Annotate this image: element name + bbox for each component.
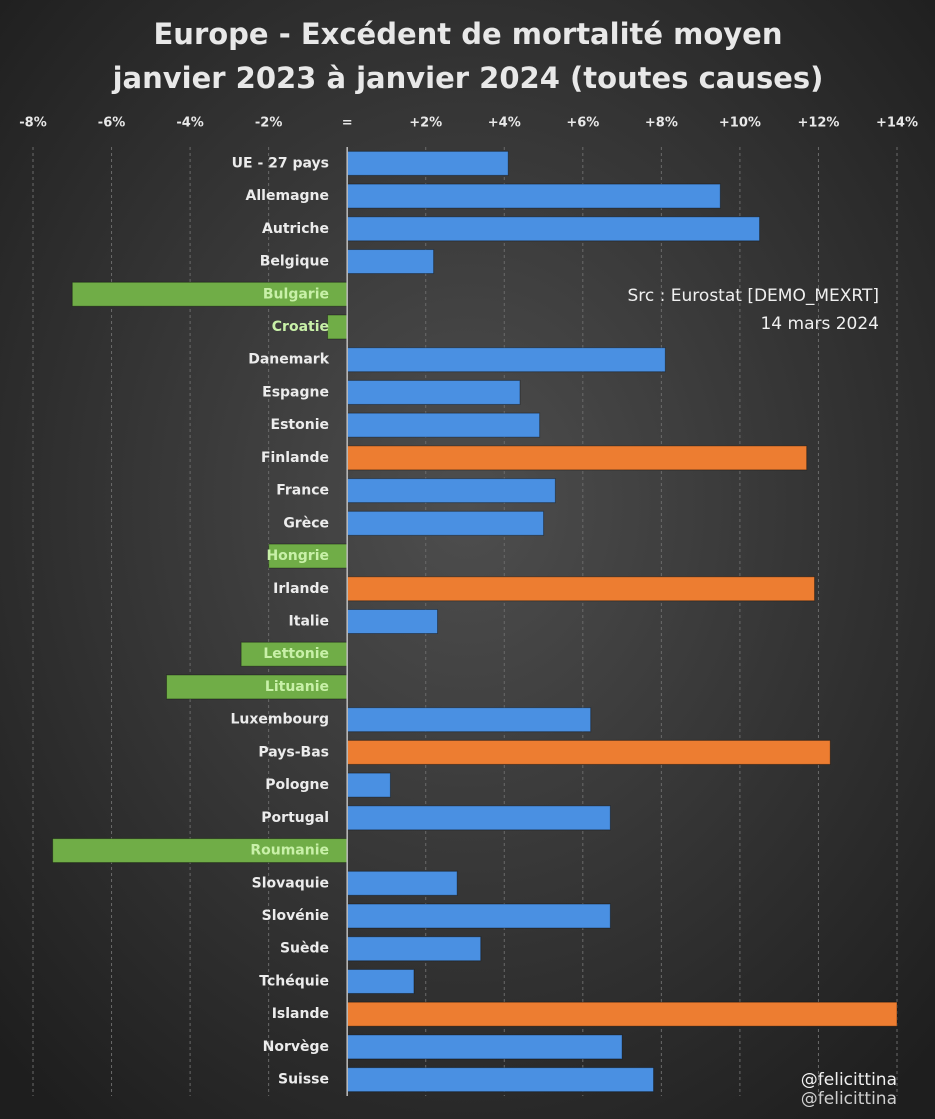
bar xyxy=(327,314,348,340)
bar xyxy=(346,150,509,176)
y-tick-label: Croatie xyxy=(272,319,329,335)
y-tick-label: Lituanie xyxy=(265,679,329,695)
bar xyxy=(346,805,611,831)
bar xyxy=(268,543,348,569)
x-tick-label: +14% xyxy=(876,116,918,131)
bar xyxy=(346,576,816,602)
bar xyxy=(346,1067,655,1093)
x-tick-label: -6% xyxy=(98,116,125,131)
y-tick-label: Hongrie xyxy=(266,548,329,564)
x-tick-label: +8% xyxy=(645,116,678,131)
y-tick-label: Estonie xyxy=(271,417,329,433)
bar xyxy=(71,281,348,307)
chart-subtitle: janvier 2023 à janvier 2024 (toutes caus… xyxy=(112,61,824,95)
y-tick-label: Italie xyxy=(289,614,329,630)
y-tick-label: Allemagne xyxy=(246,188,329,204)
bar xyxy=(346,1001,898,1027)
y-tick-label: Slovaquie xyxy=(252,875,329,891)
bar xyxy=(346,772,391,798)
y-tick-label: UE - 27 pays xyxy=(232,155,329,171)
y-tick-label: Danemark xyxy=(248,352,329,368)
bar xyxy=(52,838,348,864)
y-tick-label: Finlande xyxy=(261,450,329,466)
chart-title: Europe - Excédent de mortalité moyen xyxy=(153,17,782,51)
y-tick-label: Tchéquie xyxy=(259,973,329,989)
y-tick-label: Pologne xyxy=(265,777,329,793)
bar xyxy=(346,609,439,634)
y-tick-label: Slovénie xyxy=(262,908,329,924)
x-tick-label: -8% xyxy=(19,116,46,131)
bar xyxy=(166,674,348,700)
bar xyxy=(346,707,592,733)
y-tick-label: Portugal xyxy=(261,810,329,826)
x-tick-label: -4% xyxy=(176,116,203,131)
bar xyxy=(346,379,521,405)
annotation: 14 mars 2024 xyxy=(760,314,879,334)
y-tick-label: Lettonie xyxy=(263,646,329,662)
x-tick-label: = xyxy=(342,116,353,131)
y-tick-label: Belgique xyxy=(260,254,329,270)
y-tick-label: Luxembourg xyxy=(230,712,329,728)
x-tick-label: -2% xyxy=(255,116,282,131)
y-tick-label: Roumanie xyxy=(250,843,329,859)
bar xyxy=(346,936,482,962)
bar xyxy=(346,216,761,242)
bar xyxy=(346,478,556,504)
x-tick-label: +2% xyxy=(409,116,442,131)
y-tick-label: Irlande xyxy=(273,581,329,597)
x-tick-label: +12% xyxy=(797,116,839,131)
bar xyxy=(346,412,541,438)
y-tick-label: Norvège xyxy=(263,1039,329,1055)
bar xyxy=(346,249,435,275)
watermark: @felicittina xyxy=(801,1089,897,1109)
bar xyxy=(346,903,611,929)
x-tick-label: +10% xyxy=(719,116,761,131)
y-tick-label: Autriche xyxy=(262,221,329,237)
y-tick-label: Suède xyxy=(280,941,329,957)
bar xyxy=(346,968,415,994)
y-tick-label: Bulgarie xyxy=(263,286,329,302)
y-tick-label: Pays-Bas xyxy=(258,744,329,760)
annotation: Src : Eurostat [DEMO_MEXRT] xyxy=(628,286,880,306)
y-tick-label: Espagne xyxy=(262,384,329,400)
bar xyxy=(346,739,831,765)
y-tick-label: Suisse xyxy=(278,1072,329,1088)
bar xyxy=(346,1034,623,1060)
y-tick-label: Islande xyxy=(272,1006,329,1022)
bar xyxy=(346,183,721,209)
watermark: @felicittina xyxy=(801,1070,897,1090)
x-tick-label: +6% xyxy=(566,116,599,131)
bar xyxy=(346,347,666,373)
bar xyxy=(346,510,545,536)
y-tick-label: France xyxy=(276,483,329,499)
bar xyxy=(346,445,808,471)
x-tick-label: +4% xyxy=(488,116,521,131)
bar xyxy=(346,870,458,896)
y-tick-label: Grèce xyxy=(283,515,329,531)
